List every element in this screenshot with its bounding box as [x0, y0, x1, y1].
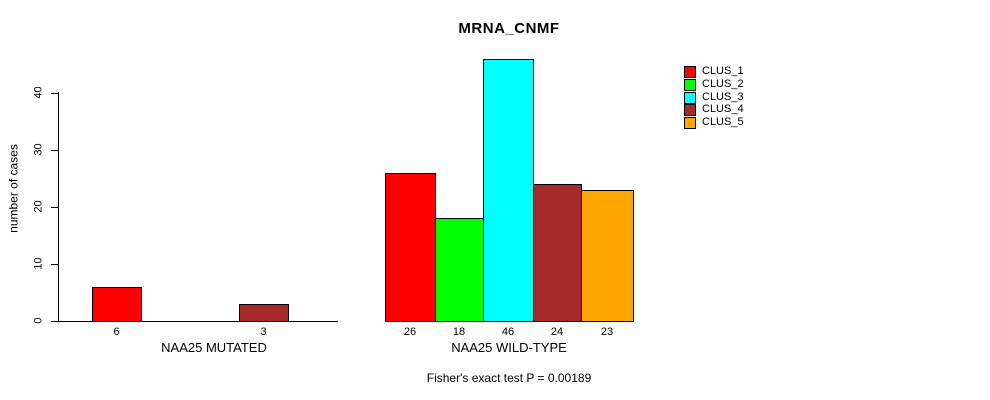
- bar-value-label: 6: [113, 326, 120, 338]
- y-tick-mark: [51, 264, 58, 265]
- group-label: NAA25 MUTATED: [161, 340, 267, 355]
- legend-swatch-CLUS_1: [684, 66, 696, 78]
- legend-swatch-CLUS_5: [684, 117, 696, 129]
- legend-label: CLUS_5: [702, 116, 744, 128]
- bar-CLUS_1: [92, 287, 142, 322]
- y-tick-mark: [51, 207, 58, 208]
- legend-label: CLUS_1: [702, 65, 744, 77]
- bar-CLUS_4: [239, 304, 289, 322]
- bar-value-label: 3: [260, 326, 267, 338]
- bar-CLUS_5: [581, 190, 634, 322]
- bar-value-label: 23: [600, 326, 614, 338]
- y-tick-mark: [51, 321, 58, 322]
- legend-label: CLUS_3: [702, 91, 744, 103]
- legend-swatch-CLUS_2: [684, 79, 696, 91]
- fisher-test-annotation: Fisher's exact test P = 0.00189: [426, 371, 592, 385]
- bar-value-label: 18: [452, 326, 466, 338]
- legend-label: CLUS_2: [702, 78, 744, 90]
- legend-label: CLUS_4: [702, 103, 744, 115]
- bar-value-label: 26: [403, 326, 417, 338]
- bar-value-label: 46: [501, 326, 515, 338]
- legend-swatch-CLUS_3: [684, 92, 696, 104]
- bar-CLUS_4: [533, 184, 582, 322]
- bar-CLUS_3: [483, 59, 534, 322]
- y-tick-mark: [51, 150, 58, 151]
- legend-swatch-CLUS_4: [684, 104, 696, 116]
- group-label: NAA25 WILD-TYPE: [451, 340, 567, 355]
- y-axis: [58, 92, 59, 322]
- chart-title: MRNA_CNMF: [458, 20, 560, 37]
- x-axis-baseline: [58, 321, 338, 322]
- bar-CLUS_2: [435, 218, 484, 322]
- y-tick-mark: [51, 93, 58, 94]
- bar-value-label: 24: [550, 326, 564, 338]
